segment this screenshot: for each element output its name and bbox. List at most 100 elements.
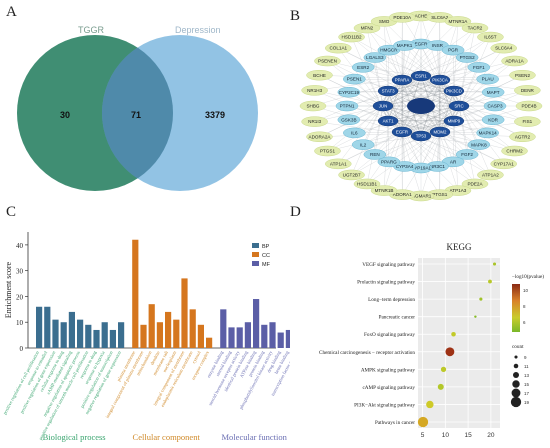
- network-node-shape: [410, 70, 432, 82]
- venn-count-overlap: 71: [131, 110, 141, 120]
- group-label: Cellular component: [133, 432, 201, 442]
- legend-swatch: [252, 261, 259, 266]
- network-node-shape: [467, 62, 491, 73]
- network-node-label: MAPT: [487, 90, 500, 95]
- bar: [148, 304, 155, 348]
- network-node-label: EGFR: [415, 42, 428, 47]
- network-edge: [382, 105, 441, 133]
- network-node-label: PIK3CA: [432, 78, 448, 83]
- network-node-shape: [481, 114, 505, 126]
- bar: [60, 322, 67, 348]
- network-node-label: MAPK1: [397, 43, 413, 48]
- bar: [109, 329, 116, 348]
- plot-background: [418, 258, 500, 428]
- network-edge: [327, 60, 454, 92]
- bar: [253, 299, 260, 348]
- legend-swatch: [252, 243, 259, 248]
- network-node: DENR: [514, 85, 541, 96]
- panel-label-c: C: [6, 204, 17, 220]
- network-node-label: PDE10A: [393, 15, 412, 20]
- network-node-label: FGF1: [473, 65, 485, 70]
- network-node: PIK3CA: [429, 74, 451, 86]
- network-node-shape: [443, 85, 465, 97]
- network-node: STAT3: [377, 85, 399, 97]
- network-edge: [437, 80, 441, 167]
- network-node-shape: [490, 42, 517, 54]
- legend-label: MF: [262, 262, 271, 268]
- network-node-label: ADRA1A: [505, 59, 524, 64]
- network-node: CYP2C19: [337, 86, 361, 98]
- bar: [206, 337, 213, 348]
- color-legend-tick: 6: [523, 320, 526, 325]
- bar-category-label: cytosol: [191, 349, 202, 364]
- network-node-label: PLAU: [482, 77, 494, 82]
- network-node: SRC: [448, 100, 470, 112]
- network-node-label: MAPK14: [479, 131, 498, 136]
- network-node-shape: [335, 100, 359, 112]
- network-node-label: SIGMAR1: [411, 194, 432, 199]
- network-node: SHBG: [299, 100, 327, 112]
- network-node-label: HMGCR: [380, 48, 398, 53]
- network-edge: [363, 67, 389, 122]
- network-edge: [437, 45, 441, 81]
- network-node-label: FIS1: [523, 119, 533, 124]
- panel-label-a: A: [6, 4, 17, 20]
- network-edge: [388, 67, 479, 122]
- bar: [244, 322, 251, 348]
- network-edge: [383, 21, 389, 92]
- x-tick-label: 20: [487, 432, 495, 439]
- network-node: FIS1: [514, 116, 541, 127]
- network-node-label: SLC6A2: [431, 15, 449, 20]
- bubble-point: [492, 262, 497, 266]
- network-edge: [404, 45, 460, 107]
- bar: [68, 311, 75, 348]
- network-node-label: CASP3: [487, 104, 503, 109]
- network-node-shape: [363, 52, 387, 63]
- network-node: PSENEN: [314, 55, 341, 67]
- bubble-point: [488, 279, 492, 284]
- network-node-label: PTPN1: [340, 104, 355, 109]
- network-node: TP53: [410, 130, 432, 142]
- network-node: HSD11B1: [353, 178, 381, 190]
- network-node-label: ADORA2A: [309, 134, 332, 139]
- network-edge: [387, 90, 422, 197]
- network-node-shape: [514, 85, 541, 96]
- network-node: ATP1A2: [477, 169, 504, 181]
- bar: [173, 319, 180, 348]
- network-node: SLC6A4: [490, 42, 517, 54]
- network-node: FGF2: [455, 149, 479, 160]
- group-label: Biological process: [43, 432, 106, 442]
- network-node: MMP9: [443, 115, 465, 127]
- network-edge: [453, 21, 459, 92]
- network-node-label: GSK3B: [341, 117, 356, 122]
- venn-diagram: TGGR Depression 30 71 3379: [17, 25, 258, 191]
- network-node: PIK3CD: [443, 85, 465, 97]
- network-node-label: LGALS3: [366, 55, 384, 60]
- network-node: PDE10A: [388, 12, 416, 23]
- bar: [36, 306, 43, 348]
- network-node-label: AKT1: [383, 119, 395, 124]
- category-label: PI3K−Akt signaling pathway: [354, 402, 415, 408]
- network-edge: [401, 79, 460, 107]
- category-label: cAMP signaling pathway: [362, 385, 415, 391]
- network-edge: [363, 90, 454, 145]
- bubble-point: [445, 347, 455, 357]
- bar: [44, 306, 51, 348]
- network-node-shape: [325, 158, 352, 170]
- y-axis-label: Enrichment score: [4, 261, 13, 318]
- network-node-label: PSENEN: [318, 59, 337, 64]
- venn-count-right: 3379: [205, 110, 225, 120]
- network-edge: [387, 50, 390, 92]
- network-node-shape: [410, 130, 432, 142]
- network-node: IL6: [343, 127, 366, 139]
- network-node-label: HSD11B1: [357, 182, 378, 187]
- network-edge: [388, 75, 422, 162]
- network-node: PPARG: [377, 156, 401, 168]
- network-node: LGALS3: [363, 52, 387, 63]
- bar: [77, 319, 84, 348]
- network-node: GSK3B: [337, 114, 361, 126]
- network-node-label: PDE4B: [521, 104, 536, 109]
- network-node-label: PDE2A: [467, 182, 483, 187]
- network-node-label: DENR: [521, 88, 535, 93]
- network-node-label: IL6ST: [484, 35, 496, 40]
